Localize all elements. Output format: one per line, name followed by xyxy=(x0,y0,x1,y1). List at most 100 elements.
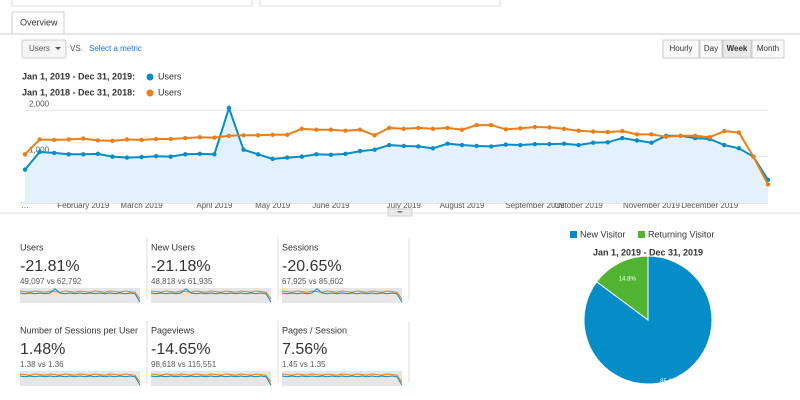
top-box xyxy=(11,0,253,7)
card-change: -21.18% xyxy=(151,258,211,275)
point xyxy=(314,127,319,132)
y-tick-label: 2,000 xyxy=(29,99,50,108)
sparkline xyxy=(150,290,272,300)
point xyxy=(605,140,610,145)
point xyxy=(401,126,406,132)
point xyxy=(37,149,42,155)
point xyxy=(532,141,538,147)
point xyxy=(372,147,377,152)
point xyxy=(503,127,508,132)
point xyxy=(401,143,406,149)
point xyxy=(255,152,261,157)
point xyxy=(547,125,552,130)
x-tick-label: September 2019 xyxy=(505,201,565,210)
granularity-button[interactable] xyxy=(662,39,700,59)
select-metric-link[interactable]: Select a metric xyxy=(89,44,142,53)
sparkline xyxy=(150,375,272,386)
point xyxy=(722,128,727,134)
card-name: Pages / Session xyxy=(282,325,347,335)
top-box xyxy=(259,0,501,7)
pie-value-label: 14.8% xyxy=(619,276,637,282)
point xyxy=(212,152,217,157)
tab-label[interactable]: Overview xyxy=(20,17,58,27)
granularity-label[interactable]: Month xyxy=(757,44,779,53)
point xyxy=(576,142,581,148)
point xyxy=(270,132,275,138)
sparkline xyxy=(19,288,141,303)
point xyxy=(387,142,392,148)
point xyxy=(663,134,669,139)
sparkline xyxy=(19,290,141,300)
card-name: New Users xyxy=(151,242,196,252)
dropdown-arrow xyxy=(55,47,61,50)
x-tick-label: February 2019 xyxy=(57,201,110,210)
card-name: Sessions xyxy=(282,242,319,252)
point xyxy=(95,138,101,143)
granularity-label[interactable]: Day xyxy=(704,44,718,53)
card-compare: 1.38 vs 1.36 xyxy=(20,360,64,369)
granularity-button[interactable] xyxy=(699,39,723,59)
sparkline-bg xyxy=(151,288,271,303)
point xyxy=(474,143,479,149)
point xyxy=(299,126,305,132)
x-tick-label: May 2019 xyxy=(255,201,291,210)
sparkline xyxy=(150,373,272,383)
point xyxy=(51,150,57,156)
point xyxy=(285,155,290,160)
x-tick-label: … xyxy=(21,201,29,210)
metric-dropdown-label[interactable]: Users xyxy=(29,44,50,53)
metric-dropdown[interactable] xyxy=(21,39,67,59)
point xyxy=(81,152,86,157)
point xyxy=(561,141,567,146)
line xyxy=(24,104,769,181)
point xyxy=(416,144,421,149)
x-tick-label: August 2019 xyxy=(440,201,485,210)
point xyxy=(124,155,130,160)
granularity-button[interactable] xyxy=(751,39,785,59)
point xyxy=(372,133,377,138)
vs-label: VS. xyxy=(70,44,83,53)
point xyxy=(241,147,246,152)
point xyxy=(692,133,698,138)
card-change: -20.65% xyxy=(282,258,342,275)
point xyxy=(707,134,712,140)
point xyxy=(343,128,348,133)
point xyxy=(81,136,86,141)
pie-value-label: 85.2% xyxy=(660,379,678,385)
point xyxy=(22,167,28,172)
sparkline-bg xyxy=(282,371,402,386)
legend-metric: Users xyxy=(158,71,182,81)
card-change: -14.65% xyxy=(151,341,211,358)
legend-label: Returning Visitor xyxy=(648,229,714,239)
point xyxy=(722,142,727,148)
point xyxy=(168,154,173,159)
sparkline xyxy=(281,290,403,300)
point xyxy=(124,137,130,142)
point xyxy=(110,154,115,159)
granularity-label[interactable]: Hourly xyxy=(669,44,692,53)
x-tick-label: November 2019 xyxy=(623,201,680,210)
point xyxy=(518,142,523,148)
granularity-button[interactable] xyxy=(722,39,752,59)
x-tick-label: July 2019 xyxy=(387,201,422,210)
point xyxy=(22,152,28,157)
point xyxy=(139,154,144,160)
point xyxy=(255,133,261,138)
point xyxy=(95,151,101,157)
point xyxy=(226,133,232,138)
point xyxy=(168,136,173,142)
point xyxy=(518,126,523,131)
sparkline xyxy=(19,373,141,383)
point xyxy=(314,152,319,157)
point xyxy=(357,148,363,154)
sparkline-bg xyxy=(282,288,402,303)
point xyxy=(590,129,596,134)
pie-slice xyxy=(583,255,713,385)
point xyxy=(110,138,115,144)
granularity-label[interactable]: Week xyxy=(727,44,748,53)
legend-swatch xyxy=(638,231,645,238)
point xyxy=(270,156,275,162)
sparkline xyxy=(150,288,272,303)
point xyxy=(66,137,71,142)
